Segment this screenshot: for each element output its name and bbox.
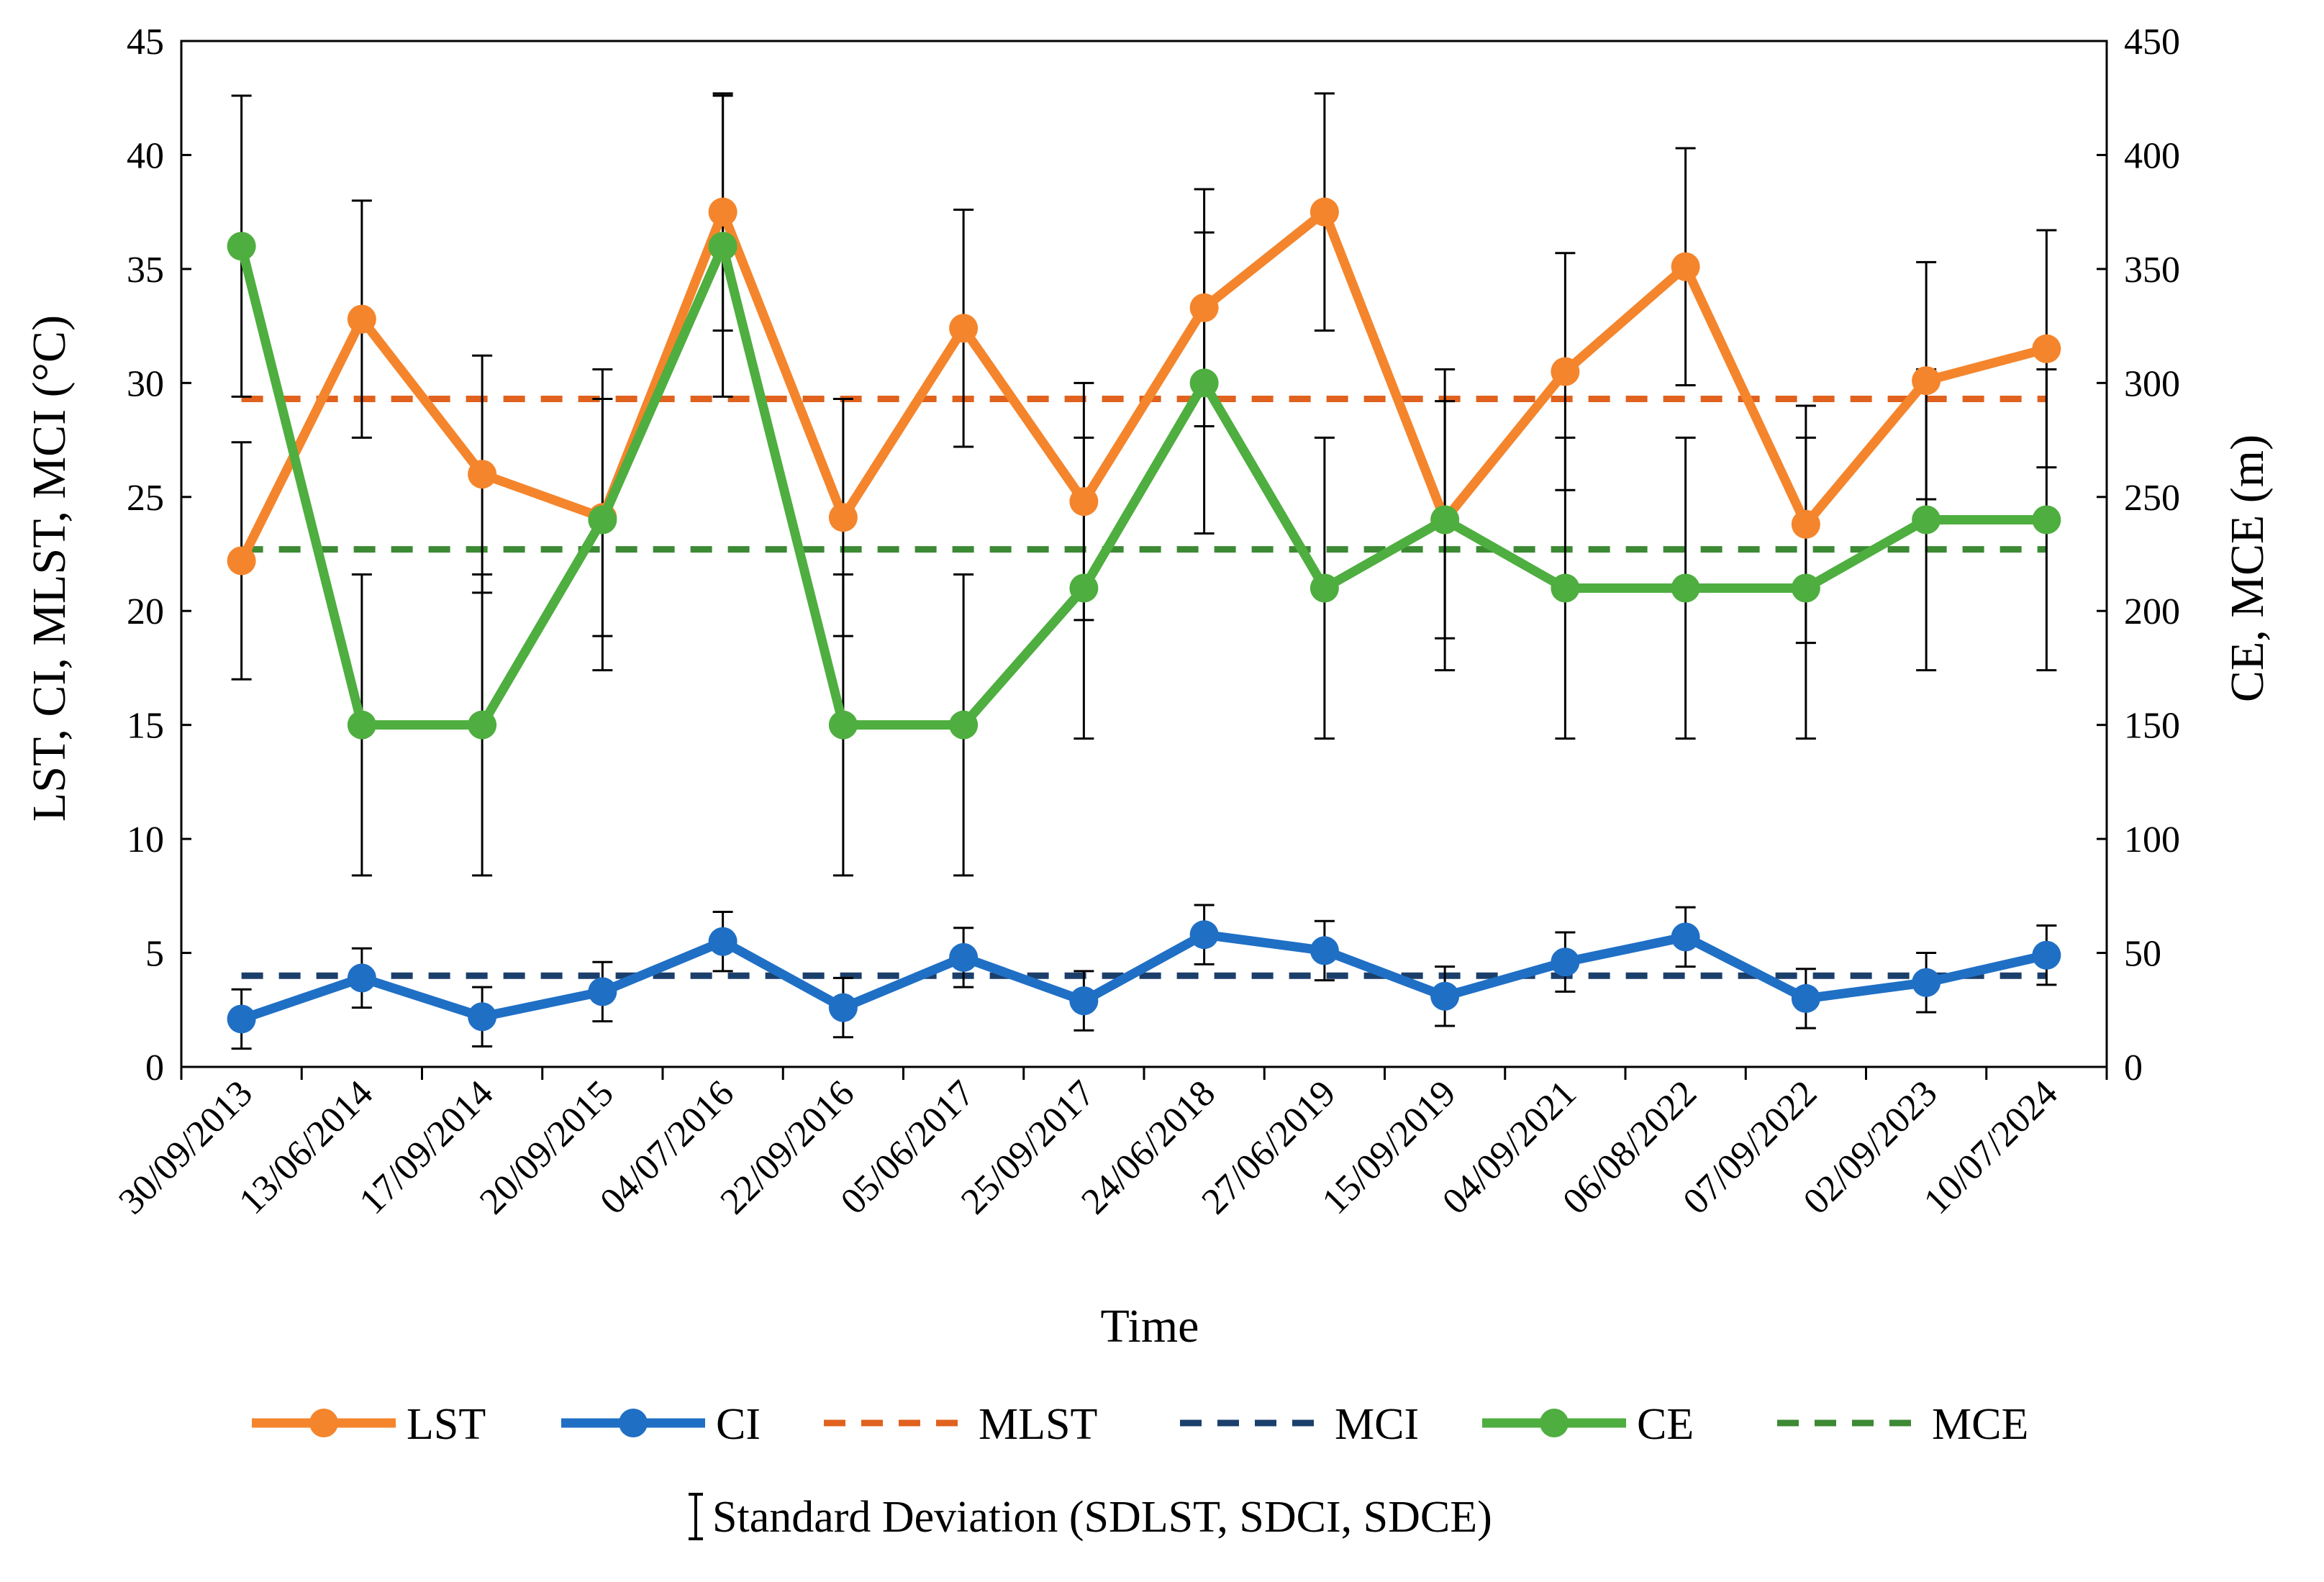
data-point-ce xyxy=(1551,573,1580,603)
y-right-tick-label: 0 xyxy=(2124,1047,2143,1088)
legend-marker xyxy=(1540,1409,1569,1437)
legend-marker xyxy=(619,1409,648,1437)
data-point-ci xyxy=(1309,936,1339,965)
legend-label: CE xyxy=(1637,1400,1694,1449)
y-left-tick-label: 25 xyxy=(127,478,164,519)
legend-item-mce: MCE xyxy=(1777,1400,2028,1449)
data-point-ci xyxy=(2032,940,2061,970)
legend-label: MCI xyxy=(1335,1400,1419,1449)
data-point-lst xyxy=(1551,357,1580,386)
data-point-lst xyxy=(2032,334,2061,363)
data-point-ci xyxy=(1671,922,1700,952)
data-point-ci xyxy=(1069,986,1099,1016)
y-axis-title-left: LST, CI, MLST, MCI (°C) xyxy=(23,315,76,822)
x-axis-title: Time xyxy=(1101,1300,1199,1353)
y-right-tick-label: 250 xyxy=(2124,478,2180,519)
data-point-ci xyxy=(708,927,737,956)
series-line-ce xyxy=(237,241,2047,730)
axes: 0510152025303540450501001502002503003504… xyxy=(111,22,2180,1222)
data-point-ce xyxy=(1069,573,1099,603)
series-line-lst xyxy=(237,207,2048,563)
data-point-lst xyxy=(1791,509,1820,539)
data-point-lst xyxy=(1069,487,1099,517)
data-point-ci xyxy=(1551,947,1580,977)
y-right-tick-label: 450 xyxy=(2124,22,2180,63)
data-point-ce xyxy=(347,710,376,740)
legend-item-mlst: MLST xyxy=(824,1400,1097,1449)
y-axis-title-right: CE, MCE (m) xyxy=(2221,435,2274,702)
legend-item-ce: CE xyxy=(1482,1400,1694,1449)
data-point-ce xyxy=(828,710,858,740)
y-right-tick-label: 50 xyxy=(2124,934,2161,975)
y-left-tick-label: 30 xyxy=(127,363,164,404)
data-point-lst xyxy=(1189,293,1219,322)
plot-frame xyxy=(180,40,2108,1068)
series-layer xyxy=(227,92,2061,1050)
y-left-tick-label: 40 xyxy=(127,135,164,176)
data-point-ce xyxy=(1912,505,1941,535)
legend-label: LST xyxy=(407,1400,486,1449)
y-left-tick-label: 20 xyxy=(127,591,164,632)
y-right-tick-label: 100 xyxy=(2124,819,2180,860)
data-point-lst xyxy=(468,460,497,489)
data-point-lst xyxy=(1309,197,1339,227)
data-point-ce xyxy=(2032,505,2061,535)
y-right-tick-label: 200 xyxy=(2124,591,2180,632)
y-left-tick-label: 5 xyxy=(145,934,164,975)
data-point-ci xyxy=(1912,968,1941,997)
data-point-lst xyxy=(1671,252,1700,281)
legend-marker xyxy=(309,1409,338,1437)
data-point-lst xyxy=(949,314,979,343)
data-point-ci xyxy=(949,942,979,972)
data-point-ce xyxy=(227,232,256,261)
y-right-tick-label: 350 xyxy=(2124,250,2180,291)
data-point-ce xyxy=(708,232,737,261)
y-right-tick-label: 150 xyxy=(2124,706,2180,747)
y-left-tick-label: 15 xyxy=(127,706,164,747)
data-point-ci xyxy=(468,1002,497,1032)
legend-label: MCE xyxy=(1932,1400,2028,1449)
data-point-ci xyxy=(1189,920,1219,950)
data-point-ce xyxy=(588,505,617,535)
data-point-lst xyxy=(708,197,737,227)
data-point-ce xyxy=(1189,368,1219,398)
data-point-lst xyxy=(347,304,376,334)
y-left-tick-label: 35 xyxy=(127,250,164,291)
data-point-ce xyxy=(949,710,979,740)
legend-label: CI xyxy=(716,1400,761,1449)
y-left-tick-label: 0 xyxy=(145,1047,164,1088)
data-point-ce xyxy=(1671,573,1700,603)
data-point-ce xyxy=(1430,505,1460,535)
legend: LST CI MLST MCI CE MCE Standard Deviation (SDL… xyxy=(252,1400,2028,1542)
data-point-ci xyxy=(828,993,858,1022)
data-point-lst xyxy=(227,546,256,576)
y-left-tick-label: 10 xyxy=(127,819,164,860)
y-left-tick-label: 45 xyxy=(127,22,164,63)
legend-item-standard-deviation: Standard Deviation (SDLST, SDCI, SDCE) xyxy=(689,1493,1492,1542)
data-point-ci xyxy=(347,963,376,993)
data-point-lst xyxy=(828,503,858,532)
legend-item-lst: LST xyxy=(252,1400,486,1449)
legend-label: MLST xyxy=(979,1400,1097,1449)
data-point-lst xyxy=(1912,366,1941,396)
data-point-ci xyxy=(1430,981,1460,1011)
data-point-ci xyxy=(1791,983,1820,1013)
y-right-tick-label: 400 xyxy=(2124,135,2180,176)
series-line-ci xyxy=(240,929,2048,1024)
legend-item-mci: MCI xyxy=(1180,1400,1419,1449)
legend-label: Standard Deviation (SDLST, SDCI, SDCE) xyxy=(712,1493,1492,1542)
data-point-ce xyxy=(1791,573,1820,603)
data-point-ce xyxy=(1309,573,1339,603)
y-right-tick-label: 300 xyxy=(2124,363,2180,404)
data-point-ce xyxy=(468,710,497,740)
legend-item-ci: CI xyxy=(561,1400,761,1449)
data-point-ci xyxy=(588,977,617,1006)
data-point-ci xyxy=(227,1004,256,1034)
